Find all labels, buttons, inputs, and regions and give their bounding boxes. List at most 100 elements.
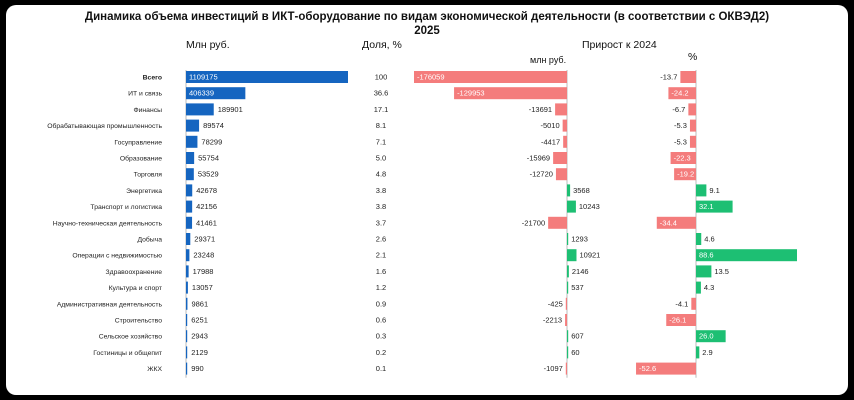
bar-mln: [186, 152, 195, 164]
value-label-growth-mln: 60: [571, 348, 579, 357]
share-label: 1.6: [376, 267, 386, 276]
category-label: Образование: [120, 155, 162, 163]
bar-growth-mln: [555, 103, 567, 116]
value-label-growth-pct: 32.1: [699, 202, 714, 211]
bar-mln: [186, 71, 348, 83]
bar-growth-mln: [548, 216, 567, 229]
bar-growth-pct: [680, 71, 696, 83]
value-label-mln: 29371: [194, 235, 215, 244]
bar-growth-pct: [696, 200, 733, 213]
value-label-growth-mln: -1097: [544, 364, 563, 373]
bar-mln: [186, 346, 188, 359]
share-label: 36.6: [374, 89, 389, 98]
value-label-growth-mln: -12720: [530, 170, 553, 179]
value-label-growth-mln: 2146: [572, 267, 589, 276]
bar-mln: [186, 297, 188, 310]
value-label-growth-mln: -2213: [543, 316, 562, 325]
value-label-mln: 42156: [196, 202, 217, 211]
category-label: Научно-техническая деятельность: [53, 220, 163, 227]
value-label-growth-mln: -15969: [527, 154, 550, 163]
bar-growth-pct: [691, 297, 696, 310]
category-label: Обрабатывающая промышленность: [47, 122, 162, 130]
value-label-growth-pct: 88.6: [699, 251, 714, 260]
value-label-growth-mln: -4417: [541, 137, 560, 146]
value-label-growth-mln: -13691: [529, 105, 552, 114]
value-label-growth-mln: 1293: [571, 235, 588, 244]
header-mln: Млн руб.: [186, 39, 230, 51]
share-label: 5.0: [376, 154, 386, 163]
value-label-mln: 406339: [189, 89, 214, 98]
bar-growth-mln: [414, 71, 567, 83]
bar-mln: [186, 314, 188, 326]
bar-mln: [186, 168, 194, 181]
bar-growth-pct: [689, 119, 696, 132]
bar-growth-pct: [689, 135, 696, 148]
chart-title: Динамика объема инвестиций в ИКТ-оборудо…: [84, 11, 770, 23]
bar-growth-pct: [674, 168, 696, 181]
value-label-growth-mln: -425: [548, 299, 563, 308]
bar-growth-pct: [666, 314, 696, 326]
share-label: 100: [375, 73, 388, 82]
share-label: 7.1: [376, 137, 386, 146]
value-label-mln: 990: [191, 364, 204, 373]
bar-growth-mln: [454, 87, 567, 100]
chart-frame: Динамика объема инвестиций в ИКТ-оборудо…: [6, 5, 848, 395]
bar-growth-mln: [567, 233, 569, 245]
value-label-mln: 55754: [198, 154, 219, 163]
value-label-mln: 6251: [191, 316, 208, 325]
value-label-growth-pct: 2.9: [702, 348, 712, 357]
value-label-mln: 89574: [203, 121, 224, 130]
value-label-growth-pct: -5.3: [674, 121, 687, 130]
value-label-growth-pct: -24.2: [671, 89, 688, 98]
header-growth-pct: %: [688, 51, 698, 63]
share-label: 4.8: [376, 170, 386, 179]
bar-mln: [186, 119, 200, 132]
value-label-growth-pct: 4.6: [704, 235, 714, 244]
category-label: Добыча: [137, 236, 162, 244]
value-label-growth-pct: -22.3: [674, 154, 691, 163]
bar-growth-mln: [555, 168, 567, 181]
value-label-growth-pct: 13.5: [714, 267, 729, 276]
bar-growth-pct: [656, 216, 696, 229]
value-label-growth-pct: -5.3: [674, 137, 687, 146]
category-label: Госуправление: [114, 139, 162, 146]
category-label: Сельское хозяйство: [99, 333, 163, 341]
bar-growth-mln: [567, 184, 571, 197]
bar-growth-mln: [567, 200, 576, 213]
bar-growth-pct: [696, 265, 712, 278]
value-label-growth-mln: -21700: [522, 218, 545, 227]
bar-growth-pct: [696, 233, 702, 245]
value-label-growth-mln: 3568: [573, 186, 590, 195]
bar-mln: [186, 216, 193, 229]
value-label-mln: 1109175: [189, 73, 218, 82]
share-label: 8.1: [376, 121, 386, 130]
bar-growth-mln: [565, 297, 567, 310]
value-label-growth-mln: -176059: [417, 73, 445, 82]
bar-growth-mln: [567, 249, 577, 262]
value-label-growth-pct: 9.1: [709, 186, 719, 195]
share-label: 2.6: [376, 235, 386, 244]
value-label-growth-mln: -129953: [457, 89, 485, 98]
chart-year: 2025: [414, 25, 440, 37]
category-label: Транспорт и логистика: [90, 204, 162, 211]
bar-growth-pct: [688, 103, 696, 116]
value-label-growth-mln: 607: [571, 332, 584, 341]
category-label: Торговля: [134, 172, 163, 179]
value-label-mln: 53529: [198, 170, 219, 179]
value-label-growth-mln: 10243: [579, 202, 600, 211]
category-label: Всего: [143, 75, 162, 82]
share-label: 0.3: [376, 332, 386, 341]
share-label: 0.1: [376, 364, 386, 373]
category-label: Финансы: [133, 107, 162, 114]
share-label: 17.1: [374, 105, 389, 114]
bar-growth-pct: [696, 249, 797, 262]
category-label: Административная деятельность: [57, 301, 163, 308]
value-label-growth-pct: 26.0: [699, 332, 714, 341]
value-label-mln: 78299: [201, 137, 222, 146]
bar-growth-mln: [565, 314, 567, 326]
category-label: ИТ и связь: [128, 91, 162, 98]
bar-growth-pct: [668, 87, 696, 100]
share-label: 0.2: [376, 348, 386, 357]
bar-growth-mln: [563, 135, 567, 148]
share-label: 3.8: [376, 202, 386, 211]
